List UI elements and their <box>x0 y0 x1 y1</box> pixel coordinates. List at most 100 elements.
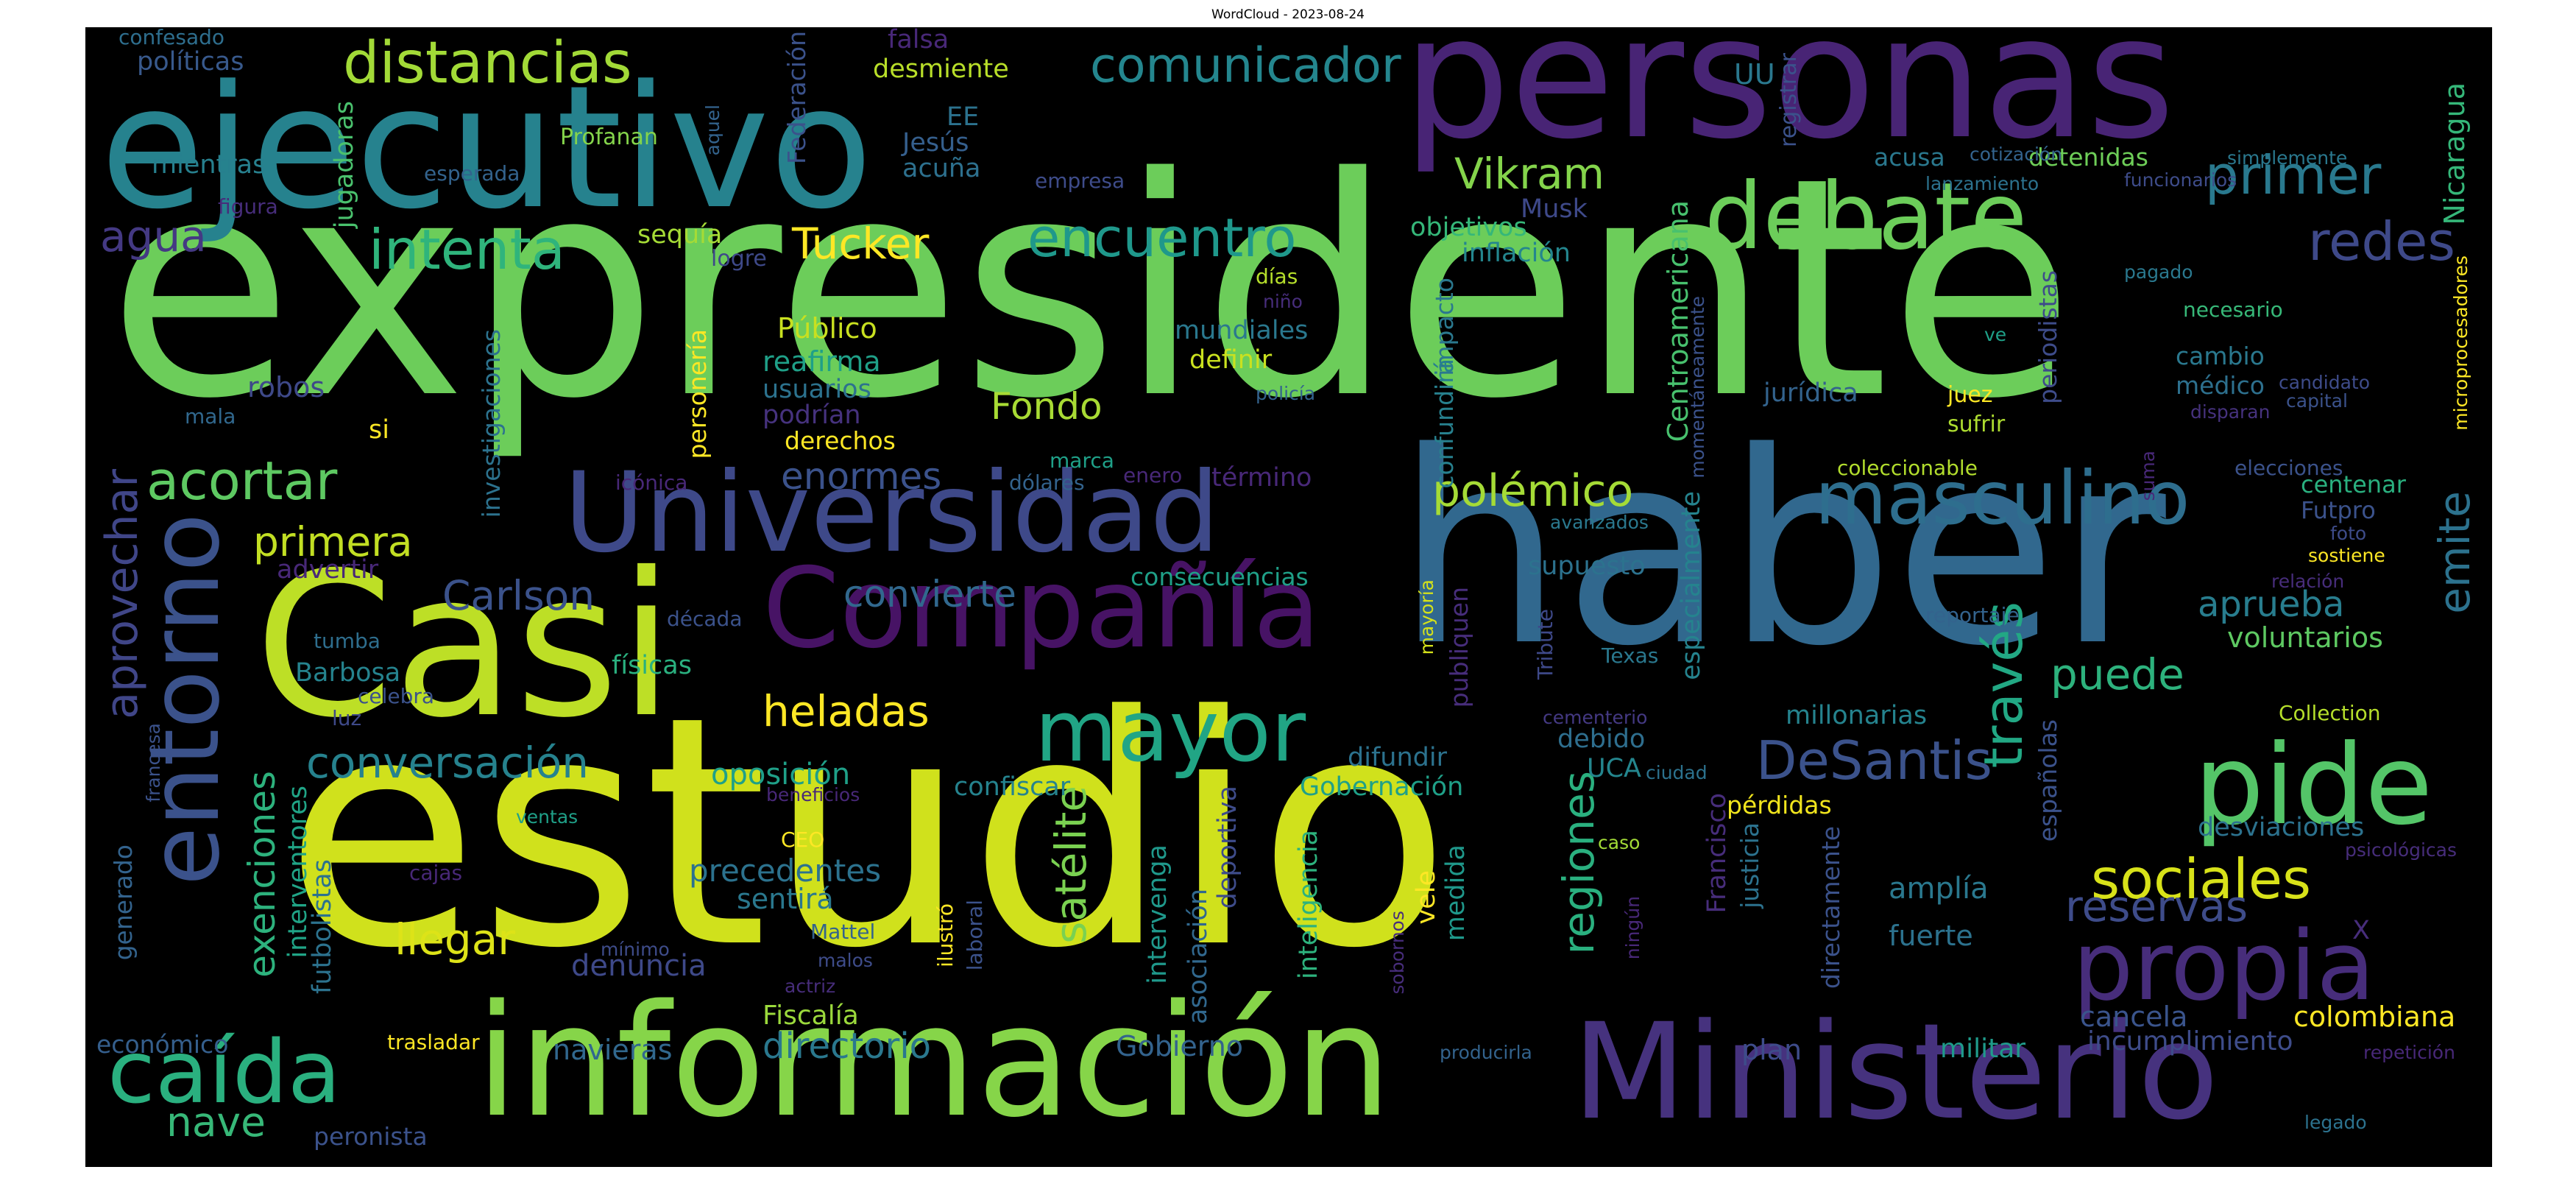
word: satélite <box>1046 786 1096 944</box>
word: expresidente <box>107 113 2075 465</box>
word: psicológicas <box>2345 839 2458 861</box>
word: Nicaragua <box>2438 82 2471 225</box>
word: francesa <box>143 723 164 803</box>
chart-title: WordCloud - 2023-08-24 <box>1211 7 1365 22</box>
word: acuña <box>902 154 981 183</box>
word: dólares <box>1009 470 1085 495</box>
word: marca <box>1050 448 1114 473</box>
word: periodistas <box>2034 270 2062 404</box>
word: vele <box>1412 870 1441 925</box>
word: cambio <box>2176 342 2265 370</box>
word: robos <box>247 371 325 403</box>
word: si <box>369 415 389 445</box>
word: Ministerio <box>1572 995 2219 1149</box>
word: agua <box>100 211 207 261</box>
word: incumplimiento <box>2087 1026 2293 1057</box>
word: simplemente <box>2227 147 2348 169</box>
word: avanzados <box>1550 512 1649 533</box>
word: repetición <box>2363 1042 2455 1063</box>
word: convierte <box>843 573 1016 616</box>
word: jugadoras <box>330 101 359 229</box>
word: conversación <box>306 738 589 788</box>
word: debate <box>1705 163 2028 270</box>
word: ningún <box>1622 896 1643 960</box>
word: malos <box>818 950 873 971</box>
word: niño <box>1263 291 1303 312</box>
word: producirla <box>1440 1042 1532 1063</box>
word: días <box>1256 264 1298 289</box>
word: amplía <box>1889 872 1989 906</box>
word: caso <box>1598 832 1641 853</box>
word: confiscar <box>954 772 1071 802</box>
word: enormes <box>781 455 942 498</box>
word: logre <box>711 246 767 272</box>
word: EE <box>946 102 980 132</box>
word: información <box>475 971 1393 1151</box>
word: Jesús <box>902 128 969 158</box>
word: sentirá <box>737 883 834 915</box>
word: denuncia <box>571 949 707 983</box>
word: plan <box>1741 1034 1802 1066</box>
word: médico <box>2176 371 2265 400</box>
word: entorno <box>129 513 241 886</box>
word: capital <box>2286 390 2348 412</box>
word: Mattel <box>810 920 876 944</box>
word: masculino <box>1815 455 2190 541</box>
word: centenar <box>2301 470 2406 498</box>
word: Carlson <box>442 572 595 619</box>
word: aquel <box>702 105 723 156</box>
word: icónica <box>615 470 688 495</box>
word: fuerte <box>1889 920 1973 952</box>
word: difundir <box>1348 743 1447 772</box>
word: redes <box>2308 211 2455 272</box>
word: propia <box>2073 910 2375 1022</box>
word: generado <box>109 844 138 961</box>
word: Francisco <box>1702 793 1732 914</box>
word: empresa <box>1035 169 1125 193</box>
word: sequía <box>637 220 723 250</box>
word: precedentes <box>689 853 882 889</box>
word: DeSantis <box>1756 730 1992 791</box>
word: políticas <box>137 47 244 77</box>
word: intervenga <box>1143 844 1172 984</box>
word: aprueba <box>2198 584 2345 625</box>
word: funcionarios <box>2124 169 2237 191</box>
word: desmiente <box>873 54 1009 84</box>
word: sobornos <box>1387 911 1408 995</box>
word: colombiana <box>2293 1001 2456 1033</box>
word: oposición <box>711 758 851 791</box>
word: beneficios <box>766 784 860 805</box>
word: relación <box>2271 571 2345 592</box>
word: emite <box>2430 491 2480 614</box>
word: mala <box>185 404 236 428</box>
word: confesado <box>118 27 225 49</box>
word: derechos <box>785 426 896 455</box>
word: encuentro <box>1027 207 1297 269</box>
word: Profanan <box>560 124 658 150</box>
word: Fondo <box>991 385 1103 428</box>
word: ilustró <box>933 903 958 967</box>
word: mayoría <box>1416 579 1437 655</box>
word: laboral <box>963 900 987 971</box>
word: militar <box>1940 1034 2026 1064</box>
word: trasladar <box>387 1030 480 1054</box>
word: confundirá <box>1430 359 1459 489</box>
word: sufrir <box>1947 412 2006 437</box>
word: Compañía <box>762 545 1321 673</box>
word: cotización <box>1970 144 2063 165</box>
word: debido <box>1557 724 1646 754</box>
word: Fiscalía <box>762 1001 859 1031</box>
word: consecuencias <box>1130 562 1309 591</box>
word: pagado <box>2124 261 2193 283</box>
word: registrar <box>1776 53 1802 147</box>
word: reportaje <box>1925 603 2020 627</box>
word: distancias <box>343 30 632 96</box>
word: figura <box>218 194 278 219</box>
word: Casi <box>255 529 674 761</box>
word: actriz <box>785 976 836 997</box>
word: mientras <box>152 150 266 180</box>
word: Barbosa <box>295 658 401 688</box>
word: ve <box>1984 324 2007 345</box>
word: sostiene <box>2308 545 2385 566</box>
word: personería <box>683 329 712 459</box>
